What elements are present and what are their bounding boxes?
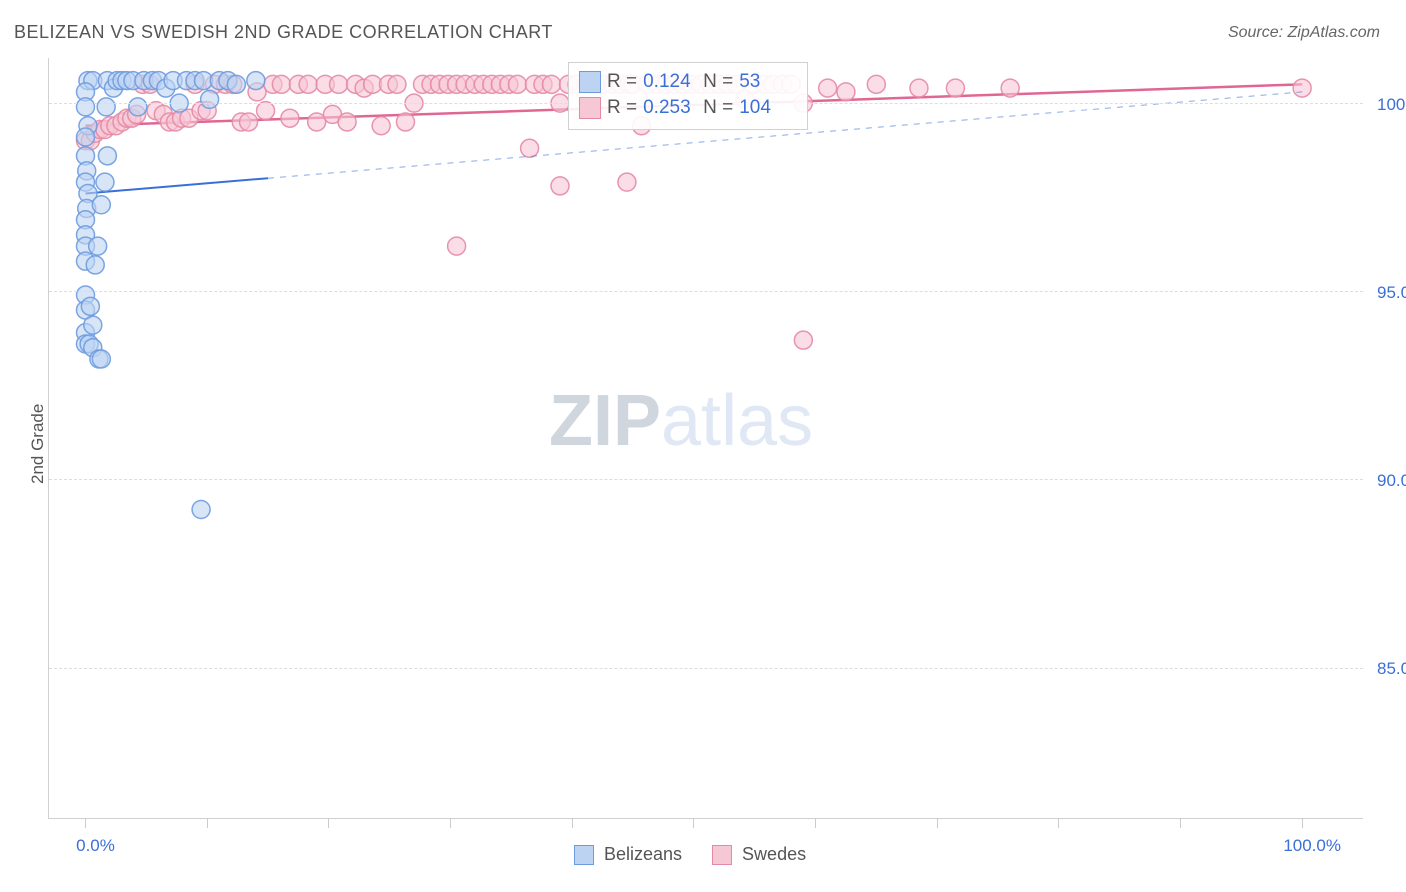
belizeans-point [77,98,95,116]
swedes-point [372,117,390,135]
plot-area: ZIPatlas 85.0%90.0%95.0%100.0%0.0%100.0% [48,58,1363,819]
swedes-point [910,79,928,97]
x-tick [1302,818,1303,828]
y-tick-label: 95.0% [1377,283,1406,303]
swedes-point [867,75,885,93]
belizeans-point [92,350,110,368]
stat-r-value: 0.124 [643,69,697,95]
correlation-stat-box: R =0.124N =53R =0.253N =104 [568,62,808,130]
stat-r-value: 0.253 [643,95,697,121]
swedes-point [618,173,636,191]
gridline-h [49,479,1363,480]
legend-label: Swedes [742,844,806,865]
belizeans-point [247,72,265,90]
y-tick-label: 90.0% [1377,471,1406,491]
legend: Belizeans Swedes [574,844,806,865]
swedes-point [281,109,299,127]
x-tick [207,818,208,828]
chart-title: BELIZEAN VS SWEDISH 2ND GRADE CORRELATIO… [14,22,553,43]
belizeans-point [227,75,245,93]
stat-swatch [579,97,601,119]
stat-n-value: 53 [739,69,793,95]
swedes-point [1293,79,1311,97]
x-tick [572,818,573,828]
x-tick [1058,818,1059,828]
swedes-point [551,177,569,195]
swedes-point [338,113,356,131]
belizeans-point [96,173,114,191]
stat-swatch [579,71,601,93]
source-label: Source: ZipAtlas.com [1228,24,1380,42]
x-tick-label: 100.0% [1272,836,1352,856]
x-tick [450,818,451,828]
y-tick-label: 85.0% [1377,659,1406,679]
legend-item: Belizeans [574,844,682,865]
swedes-point [508,75,526,93]
legend-swatch [574,845,594,865]
belizeans-point [97,98,115,116]
swedes-point [330,75,348,93]
x-tick [1180,818,1181,828]
x-tick [937,818,938,828]
swedes-point [396,113,414,131]
stat-n-value: 104 [739,95,793,121]
swedes-point [1001,79,1019,97]
legend-item: Swedes [712,844,806,865]
swedes-point [946,79,964,97]
stat-n-label: N = [703,95,733,121]
swedes-point [819,79,837,97]
stat-r-label: R = [607,69,637,95]
scatter-svg [49,58,1363,818]
belizeans-point [201,90,219,108]
swedes-point [837,83,855,101]
x-tick-label: 0.0% [56,836,136,856]
x-tick [85,818,86,828]
swedes-point [240,113,258,131]
chart-container: BELIZEAN VS SWEDISH 2ND GRADE CORRELATIO… [0,0,1406,892]
swedes-point [257,102,275,120]
x-tick [815,818,816,828]
belizeans-point [92,196,110,214]
legend-label: Belizeans [604,844,682,865]
stat-n-label: N = [703,69,733,95]
swedes-point [388,75,406,93]
gridline-h [49,291,1363,292]
belizeans-point [98,147,116,165]
y-tick-label: 100.0% [1377,95,1406,115]
swedes-point [299,75,317,93]
swedes-point [794,331,812,349]
stat-row: R =0.124N =53 [579,69,793,95]
x-tick [693,818,694,828]
swedes-point [448,237,466,255]
swedes-point [542,75,560,93]
belizeans-point [86,256,104,274]
belizeans-point [77,128,95,146]
belizeans-point [89,237,107,255]
belizeans-point [81,297,99,315]
belizeans-point [192,500,210,518]
x-tick [328,818,329,828]
stat-row: R =0.253N =104 [579,95,793,121]
y-axis-label: 2nd Grade [28,403,48,483]
legend-swatch [712,845,732,865]
swedes-point [521,139,539,157]
stat-r-label: R = [607,95,637,121]
gridline-h [49,668,1363,669]
swedes-point [272,75,290,93]
belizeans-point [84,316,102,334]
belizeans-point [129,98,147,116]
